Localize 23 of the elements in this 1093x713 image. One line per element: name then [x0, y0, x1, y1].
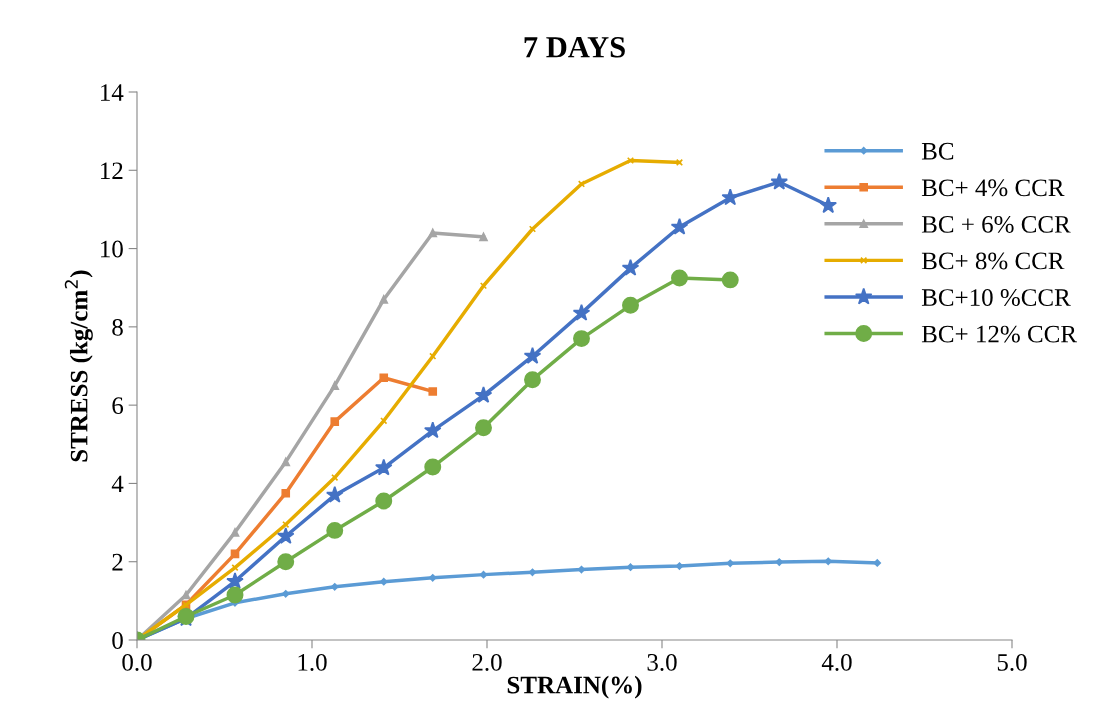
y-tick-label: 2 [112, 553, 123, 571]
y-tick-label: 6 [112, 397, 124, 415]
legend-label: BC + 6% CCR [921, 215, 1071, 233]
y-tick-label: 14 [101, 84, 124, 101]
x-tick-label: 1.0 [298, 653, 327, 671]
y-tick-label: 10 [101, 240, 123, 258]
chart-title: 7 DAYS [524, 37, 625, 58]
legend-label: BC+ 4% CCR [921, 179, 1065, 197]
y-tick-label: 0 [112, 632, 123, 649]
x-tick-label: 2.0 [472, 653, 502, 671]
y-tick-label: 12 [101, 162, 123, 179]
legend-label: BC+10 %CCR [921, 289, 1071, 307]
y-tick-label: 4 [111, 475, 124, 493]
x-tick-label: 0.0 [122, 653, 152, 671]
x-tick-label: 4.0 [821, 653, 852, 671]
legend-label: BC+ 8% CCR [921, 252, 1065, 270]
legend-label: BC [921, 142, 954, 160]
x-tick-label: 5.0 [997, 653, 1027, 671]
x-axis-title: STRAIN(%) [507, 675, 642, 699]
y-axis-title: STRESS (kg/cm$^{2}$) [64, 270, 93, 462]
y-tick-label: 8 [112, 318, 123, 336]
legend-label: BC+ 12% CCR [921, 325, 1077, 343]
x-tick-label: 3.0 [647, 653, 677, 671]
